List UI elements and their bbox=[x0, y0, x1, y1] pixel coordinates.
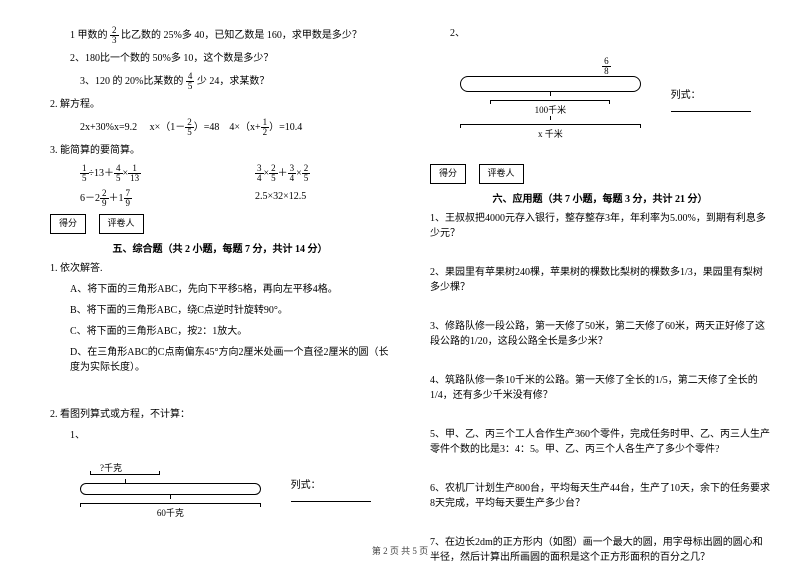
brace-bottom bbox=[80, 495, 261, 504]
spacer bbox=[430, 409, 770, 421]
t: ＋ bbox=[278, 168, 288, 179]
fraction: 25 bbox=[185, 118, 194, 137]
brace-mid-line bbox=[490, 92, 610, 101]
p2-title: 2. 看图列算式或方程，不计算： bbox=[50, 407, 390, 422]
fraction: 15 bbox=[80, 164, 89, 183]
spacer bbox=[430, 517, 770, 529]
q1-1-end: 比乙数的 25%多 40，已知乙数是 160，求甲数是多少？ bbox=[121, 30, 362, 41]
q1-1-text: 1 甲数的 bbox=[70, 30, 108, 41]
fraction: 113 bbox=[128, 164, 141, 183]
a2: 2、果园里有苹果树240棵，苹果树的棵数比梨树的棵数多1/3，果园里有梨树多少棵… bbox=[430, 265, 770, 295]
right-column: 2、 68 100千米 x 千米 列式： 得分 评卷人 六、应用题（共 7 小题… bbox=[430, 20, 770, 571]
p2-sub: 1、 bbox=[50, 428, 390, 443]
fraction: 45 bbox=[186, 72, 195, 91]
spacer bbox=[50, 381, 390, 401]
reviewer-box: 评卷人 bbox=[99, 214, 144, 234]
p1-d: D、在三角形ABC的C点南偏东45°方向2厘米处画一个直径2厘米的圆（长度为实际… bbox=[50, 345, 390, 375]
top-frac: 68 bbox=[460, 57, 641, 76]
score-box: 得分 bbox=[430, 164, 466, 184]
fraction: 34 bbox=[255, 164, 264, 183]
eq: 15÷13＋45×113 bbox=[80, 164, 215, 183]
bottom-label: x 千米 bbox=[460, 127, 641, 140]
brace-bottom bbox=[460, 116, 641, 125]
top-label: ?千克 bbox=[80, 461, 261, 474]
bottom-label: 60千克 bbox=[80, 506, 261, 519]
mid-label: 100千米 bbox=[460, 103, 641, 116]
t: 列式： bbox=[671, 90, 701, 101]
formula-label: 列式： bbox=[291, 476, 390, 502]
brace-diagram-2: 68 100千米 x 千米 bbox=[460, 57, 641, 140]
eq: ）=10.4 bbox=[269, 122, 302, 133]
q1-3a: 3、120 的 20%比某数的 bbox=[80, 76, 183, 87]
score-row: 得分 评卷人 bbox=[50, 214, 390, 234]
q3-title: 3. 能简算的要简算。 bbox=[50, 143, 390, 158]
fraction: 45 bbox=[114, 164, 123, 183]
p2-2: 2、 bbox=[430, 26, 770, 41]
q2-title: 2. 解方程。 bbox=[50, 97, 390, 112]
p1-b: B、将下面的三角形ABC，绕C点逆时针旋转90°。 bbox=[50, 303, 390, 318]
t: ÷13＋ bbox=[89, 168, 115, 179]
fraction: 79 bbox=[124, 189, 133, 208]
a6: 6、农机厂计划生产800台，平均每天生产44台，生产了10天，余下的任务要求8天… bbox=[430, 481, 770, 511]
q1-2: 2、180比一个数的 50%多 10，这个数是多少？ bbox=[50, 51, 390, 66]
score-row: 得分 评卷人 bbox=[430, 164, 770, 184]
t: ＋1 bbox=[109, 193, 124, 204]
score-box: 得分 bbox=[50, 214, 86, 234]
fraction: 29 bbox=[100, 189, 109, 208]
spacer bbox=[430, 247, 770, 259]
formula-label: 列式： bbox=[671, 86, 770, 112]
eq: ）=48 bbox=[194, 122, 220, 133]
eq: 6－229＋179 bbox=[80, 189, 215, 208]
brace-diagram: ?千克 60千克 bbox=[80, 459, 261, 519]
eq: x×（1－ bbox=[150, 122, 186, 133]
a1: 1、王叔叔把4000元存入银行，整存整存3年，年利率为5.00%，到期有利息多少… bbox=[430, 211, 770, 241]
fraction: 23 bbox=[110, 26, 119, 45]
diagram-2: 68 100千米 x 千米 列式： bbox=[430, 47, 770, 150]
fraction: 34 bbox=[288, 164, 297, 183]
a5: 5、甲、乙、丙三个工人合作生产360个零件，完成任务时甲、乙、丙三人生产零件个数… bbox=[430, 427, 770, 457]
spacer bbox=[430, 463, 770, 475]
eq: 34×25＋34×25 bbox=[255, 164, 390, 183]
q2-equations: 2x+30%x=9.2 x×（1－25）=48 4×（x+12）=10.4 bbox=[50, 118, 390, 137]
fraction: 12 bbox=[261, 118, 270, 137]
eq: 2x+30%x=9.2 bbox=[80, 122, 137, 133]
answer-blank bbox=[671, 101, 751, 112]
eq: 4×（x+ bbox=[229, 122, 260, 133]
eq: 2.5×32×12.5 bbox=[255, 189, 390, 208]
section-6-title: 六、应用题（共 7 小题，每题 3 分，共计 21 分） bbox=[430, 190, 770, 205]
page-footer: 第 2 页 共 5 页 bbox=[0, 544, 800, 557]
left-column: 1 甲数的 23 比乙数的 25%多 40，已知乙数是 160，求甲数是多少？ … bbox=[50, 20, 390, 571]
q1-1: 1 甲数的 23 比乙数的 25%多 40，已知乙数是 160，求甲数是多少？ bbox=[50, 26, 390, 45]
p1-a: A、将下面的三角形ABC，先向下平移5格，再向左平移4格。 bbox=[50, 282, 390, 297]
a3: 3、修路队修一段公路，第一天修了50米，第二天修了60米，两天正好修了这段公路的… bbox=[430, 319, 770, 349]
reviewer-box: 评卷人 bbox=[479, 164, 524, 184]
t: 6－2 bbox=[80, 193, 100, 204]
bar bbox=[460, 76, 641, 92]
t: 列式： bbox=[291, 480, 321, 491]
fraction: 25 bbox=[269, 164, 278, 183]
answer-blank bbox=[291, 491, 371, 502]
bar bbox=[80, 483, 261, 495]
brace-top bbox=[90, 474, 160, 483]
section-5-title: 五、综合题（共 2 小题，每题 7 分，共计 14 分） bbox=[50, 240, 390, 255]
fraction: 68 bbox=[602, 57, 611, 76]
fraction: 25 bbox=[302, 164, 311, 183]
diagram-1: ?千克 60千克 列式： bbox=[50, 449, 390, 529]
a4: 4、筑路队修一条10千米的公路。第一天修了全长的1/5，第二天修了全长的1/4，… bbox=[430, 373, 770, 403]
q1-3: 3、120 的 20%比某数的 45 少 24，求某数？ bbox=[50, 72, 390, 91]
q3-row1: 15÷13＋45×113 34×25＋34×25 bbox=[50, 164, 390, 183]
spacer bbox=[430, 355, 770, 367]
page-container: 1 甲数的 23 比乙数的 25%多 40，已知乙数是 160，求甲数是多少？ … bbox=[0, 0, 800, 581]
q3-row2: 6－229＋179 2.5×32×12.5 bbox=[50, 189, 390, 208]
p1-c: C、将下面的三角形ABC，按2：1放大。 bbox=[50, 324, 390, 339]
p1-title: 1. 依次解答. bbox=[50, 261, 390, 276]
spacer bbox=[430, 301, 770, 313]
q1-3b: 少 24，求某数？ bbox=[197, 76, 270, 87]
